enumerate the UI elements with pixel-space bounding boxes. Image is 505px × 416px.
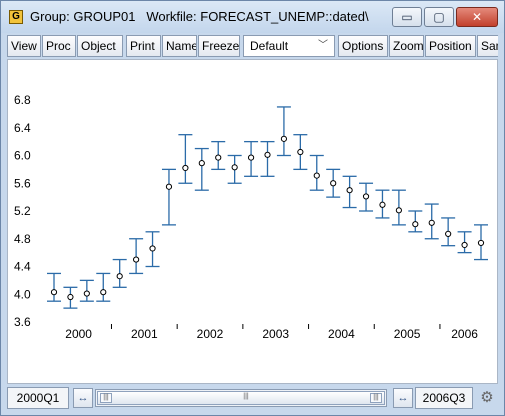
close-marker	[165, 183, 173, 190]
chart-axes: 3.6 4.0 4.4 4.8 5.2 5.6 6.0 6.4 6.8 2000 2001 2002 2…	[14, 93, 478, 341]
error-bar-chart: 3.6 4.0 4.4 4.8 5.2 5.6 6.0 6.4 6.8 2000 2001 2002 2…	[14, 93, 488, 341]
sample-button[interactable]: Sam	[477, 35, 498, 57]
y-tick-label: 6.4	[14, 121, 31, 135]
close-marker	[264, 151, 271, 158]
title-bar[interactable]: G Group: GROUP01 Workfile: FORECAST_UNEM…	[1, 1, 504, 33]
chart-marks	[47, 106, 488, 309]
close-marker	[297, 148, 304, 156]
y-tick-label: 5.2	[14, 204, 31, 218]
close-marker	[395, 207, 402, 214]
close-marker	[313, 172, 320, 179]
graph-template-dropdown[interactable]: Default ﹀	[243, 35, 335, 57]
y-tick-label: 4.4	[14, 260, 31, 274]
y-tick-label: 4.0	[14, 287, 31, 301]
x-tick-label: 2005	[394, 327, 421, 341]
close-marker	[182, 164, 189, 172]
y-tick-label: 6.0	[14, 149, 31, 163]
close-marker	[50, 289, 58, 296]
sample-end-field[interactable]: 2006Q3	[415, 387, 473, 409]
close-marker	[461, 241, 468, 249]
graph-area[interactable]: 3.6 4.0 4.4 4.8 5.2 5.6 6.0 6.4 6.8 2000 2001 2002 2…	[7, 59, 498, 384]
close-marker	[362, 193, 370, 200]
toolbar: View Proc Object Print Name Freeze Defau…	[7, 35, 498, 57]
close-marker	[116, 273, 123, 280]
thumb-grip-icon: |||	[243, 393, 249, 400]
close-marker	[379, 201, 386, 208]
close-marker	[83, 290, 90, 297]
maximize-icon: ▢	[433, 10, 445, 24]
scrollbar-thumb[interactable]	[97, 391, 385, 405]
close-marker	[330, 180, 337, 187]
scroll-left-right-icon[interactable]: ↔	[73, 388, 93, 408]
x-tick-label: 2000	[65, 327, 92, 341]
view-button[interactable]: View	[7, 35, 41, 57]
close-marker	[198, 160, 205, 167]
name-button[interactable]: Name	[162, 35, 197, 57]
freeze-button[interactable]: Freeze	[198, 35, 240, 57]
close-button[interactable]: ✕	[456, 7, 498, 27]
sample-bar: 2000Q1 ↔ ||| ||| ||| ↔ 2006Q3 ⚙	[7, 387, 498, 409]
dropdown-value: Default	[250, 39, 289, 53]
close-marker	[67, 293, 74, 301]
end-grip-handle[interactable]: |||	[370, 393, 382, 403]
y-tick-label: 6.8	[14, 93, 31, 107]
options-button[interactable]: Options	[338, 35, 388, 57]
close-marker	[280, 135, 288, 142]
close-marker	[346, 187, 353, 194]
x-tick-label: 2004	[328, 327, 355, 341]
x-tick-label: 2003	[262, 327, 289, 341]
start-grip-handle[interactable]: |||	[100, 393, 112, 403]
minimize-button[interactable]: ▭	[392, 7, 422, 27]
sample-start-field[interactable]: 2000Q1	[7, 387, 69, 409]
close-marker	[412, 221, 419, 228]
maximize-button[interactable]: ▢	[424, 7, 454, 27]
chevron-down-icon: ﹀	[318, 40, 328, 51]
x-tick-label: 2006	[451, 327, 478, 341]
close-marker	[477, 239, 485, 247]
close-icon: ✕	[471, 10, 483, 24]
window-title: Group: GROUP01 Workfile: FORECAST_UNEMP:…	[30, 9, 369, 24]
y-tick-label: 4.8	[14, 232, 31, 246]
print-button[interactable]: Print	[126, 35, 161, 57]
gear-icon[interactable]: ⚙	[480, 389, 494, 406]
close-marker	[215, 154, 222, 161]
position-button[interactable]: Position	[425, 35, 476, 57]
proc-button[interactable]: Proc	[42, 35, 76, 57]
minimize-icon: ▭	[401, 10, 413, 24]
group-app-icon: G	[9, 10, 23, 24]
x-tick-label: 2002	[197, 327, 224, 341]
close-marker	[445, 230, 452, 237]
close-marker	[231, 164, 238, 171]
zoom-button[interactable]: Zoom	[389, 35, 424, 57]
close-marker	[133, 256, 140, 263]
close-marker	[247, 154, 255, 161]
scroll-left-right-icon[interactable]: ↔	[393, 388, 413, 408]
sample-scrollbar[interactable]: ||| ||| |||	[95, 389, 387, 407]
y-tick-label: 5.6	[14, 176, 31, 190]
close-marker	[149, 245, 156, 252]
x-tick-label: 2001	[131, 327, 158, 341]
close-marker	[100, 289, 107, 296]
close-marker	[428, 219, 435, 226]
object-button[interactable]: Object	[77, 35, 123, 57]
y-tick-label: 3.6	[14, 315, 31, 329]
